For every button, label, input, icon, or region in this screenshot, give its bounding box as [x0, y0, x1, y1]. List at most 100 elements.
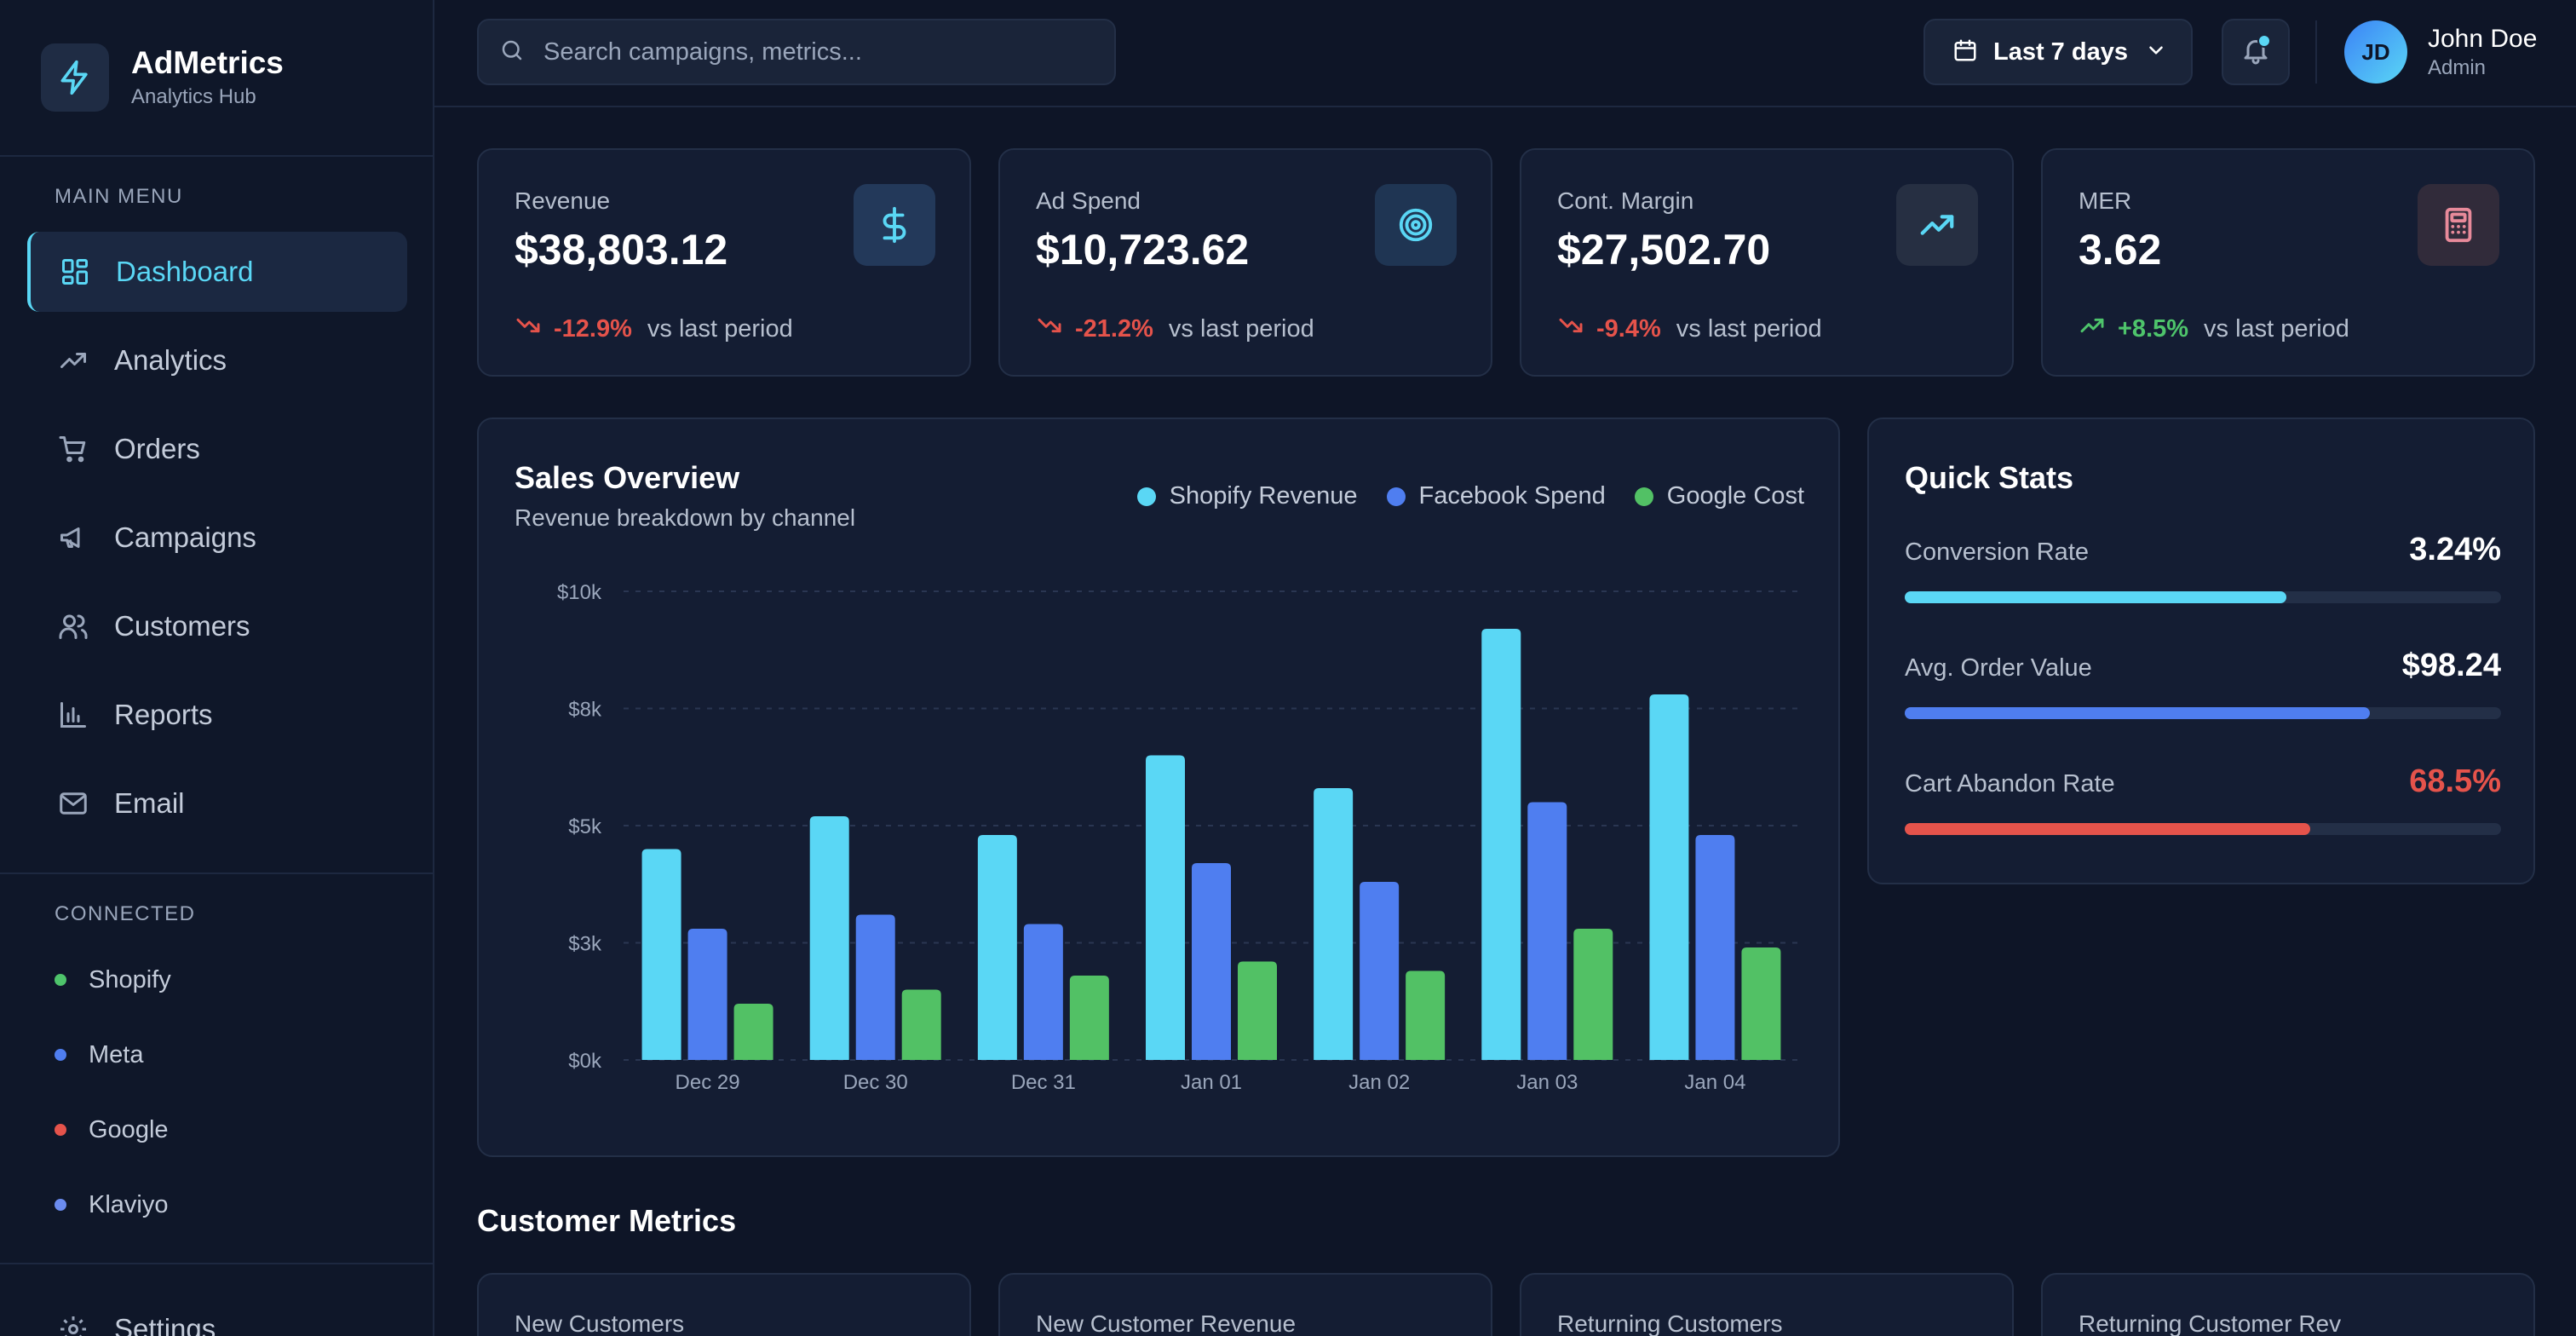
progress-track: [1905, 707, 2501, 719]
metric-card-new-customers: New Customers: [477, 1273, 971, 1336]
search-box[interactable]: [477, 19, 1116, 85]
bar-facebook-spend: [687, 929, 727, 1060]
target-icon: [1375, 184, 1457, 266]
bar-shopify-revenue: [1146, 755, 1185, 1060]
progress-fill: [1905, 591, 2286, 603]
stat-label: Cart Abandon Rate: [1905, 770, 2115, 798]
kpi-value: $38,803.12: [515, 226, 728, 274]
gear-icon: [56, 1312, 90, 1336]
brand-name: AdMetrics: [131, 45, 284, 80]
chart-title: Sales Overview: [515, 460, 740, 495]
kpi-trend: -12.9% vs last period: [515, 312, 793, 346]
legend-item-google[interactable]: Google Cost: [1634, 482, 1804, 510]
sidebar-item-email[interactable]: Email: [27, 763, 407, 844]
y-tick-label: $3k: [568, 933, 602, 956]
quick-stats-title: Quick Stats: [1905, 460, 2074, 495]
bar-facebook-spend: [1192, 863, 1231, 1060]
kpi-card-revenue: Revenue $38,803.12 -12.9% vs last period: [477, 148, 971, 377]
bar-facebook-spend: [855, 914, 895, 1060]
sidebar-item-customers[interactable]: Customers: [27, 586, 407, 666]
kpi-trend: -9.4% vs last period: [1557, 312, 1822, 346]
x-tick-label: Dec 31: [1011, 1071, 1076, 1094]
connected-shopify[interactable]: Shopify: [55, 963, 171, 997]
kpi-change: +8.5%: [2118, 314, 2189, 343]
connected-klaviyo[interactable]: Klaviyo: [55, 1188, 169, 1222]
chevron-down-icon: [2145, 39, 2167, 66]
connected-meta[interactable]: Meta: [55, 1038, 143, 1072]
legend-label: Facebook Spend: [1418, 482, 1606, 510]
status-dot: [55, 1124, 66, 1136]
bar-shopify-revenue: [641, 849, 681, 1060]
sidebar-item-settings[interactable]: Settings: [27, 1289, 407, 1336]
sidebar-item-dashboard[interactable]: Dashboard: [27, 232, 407, 312]
sidebar-item-campaigns[interactable]: Campaigns: [27, 498, 407, 578]
kpi-change: -21.2%: [1075, 314, 1153, 343]
kpi-label: Revenue: [515, 187, 611, 214]
legend-swatch: [1386, 487, 1406, 506]
stat-value: 3.24%: [2409, 532, 2501, 567]
sidebar-item-label: Campaigns: [114, 521, 256, 553]
sidebar-item-label: Dashboard: [116, 256, 254, 287]
avatar: JD: [2344, 20, 2407, 84]
progress-fill: [1905, 707, 2370, 719]
y-tick-label: $5k: [568, 815, 602, 838]
calendar-icon: [1952, 37, 1978, 67]
search-input[interactable]: [543, 37, 1089, 66]
sales-bar-chart: $0k $3k $5k $8k $10k Dec 29 Dec 30 Dec 31 Jan 01…: [557, 581, 1799, 1094]
dollar-icon: [854, 184, 935, 266]
kpi-trend: -21.2% vs last period: [1036, 312, 1314, 346]
brand[interactable]: AdMetrics Analytics Hub: [41, 43, 284, 112]
connected-google[interactable]: Google: [55, 1113, 169, 1147]
status-dot: [55, 974, 66, 986]
top-header: Last 7 days JD John Doe Admin: [434, 0, 2576, 107]
metric-label: New Customer Revenue: [1036, 1310, 1297, 1336]
sidebar-item-reports[interactable]: Reports: [27, 675, 407, 755]
connected-label: Klaviyo: [89, 1190, 169, 1218]
user-menu[interactable]: JD John Doe Admin: [2344, 20, 2537, 84]
kpi-change: -9.4%: [1596, 314, 1661, 343]
metric-label: Returning Customer Rev: [2079, 1310, 2342, 1336]
users-icon: [56, 609, 90, 643]
y-tick-label: $8k: [568, 699, 602, 722]
kpi-period: vs last period: [1168, 314, 1314, 343]
notification-dot: [2257, 34, 2271, 48]
search-icon: [499, 37, 525, 67]
bar-facebook-spend: [1360, 882, 1400, 1060]
legend-item-shopify[interactable]: Shopify Revenue: [1136, 482, 1358, 510]
trending-down-icon: [1557, 312, 1584, 346]
bar-shopify-revenue: [1314, 788, 1354, 1060]
progress-fill: [1905, 823, 2310, 835]
x-tick-label: Jan 03: [1516, 1071, 1578, 1094]
kpi-card-mer: MER 3.62 +8.5% vs last period: [2041, 148, 2535, 377]
sidebar-divider: [0, 872, 433, 874]
kpi-period: vs last period: [647, 314, 793, 343]
chart-legend: Shopify Revenue Facebook Spend Google Co…: [1108, 482, 1804, 510]
y-tick-label: $10k: [557, 581, 602, 604]
sidebar-item-analytics[interactable]: Analytics: [27, 320, 407, 400]
metric-label: Returning Customers: [1557, 1310, 1783, 1336]
x-tick-label: Jan 04: [1684, 1071, 1745, 1094]
x-tick-label: Jan 01: [1181, 1071, 1242, 1094]
date-range-label: Last 7 days: [1993, 37, 2128, 66]
chart-subtitle: Revenue breakdown by channel: [515, 504, 856, 531]
notifications-button[interactable]: [2222, 19, 2290, 85]
date-range-button[interactable]: Last 7 days: [1923, 19, 2193, 85]
stat-label: Avg. Order Value: [1905, 654, 2092, 682]
trending-down-icon: [1036, 312, 1063, 346]
header-divider: [2315, 20, 2317, 84]
bar-chart-icon: [56, 698, 90, 732]
bar-shopify-revenue: [809, 816, 849, 1060]
metric-card-returning-customers: Returning Customers: [1520, 1273, 2014, 1336]
connected-heading: CONNECTED: [55, 902, 196, 925]
kpi-change: -12.9%: [554, 314, 632, 343]
bar-google-cost: [1238, 961, 1277, 1060]
sidebar-divider: [0, 1263, 433, 1264]
dashboard-icon: [58, 255, 92, 289]
legend-swatch: [1136, 487, 1156, 506]
x-tick-label: Dec 29: [676, 1071, 740, 1094]
metric-label: New Customers: [515, 1310, 685, 1336]
status-dot: [55, 1049, 66, 1061]
sidebar-item-orders[interactable]: Orders: [27, 409, 407, 489]
sidebar: AdMetrics Analytics Hub MAIN MENU Dashbo…: [0, 0, 434, 1336]
legend-item-facebook[interactable]: Facebook Spend: [1386, 482, 1606, 510]
